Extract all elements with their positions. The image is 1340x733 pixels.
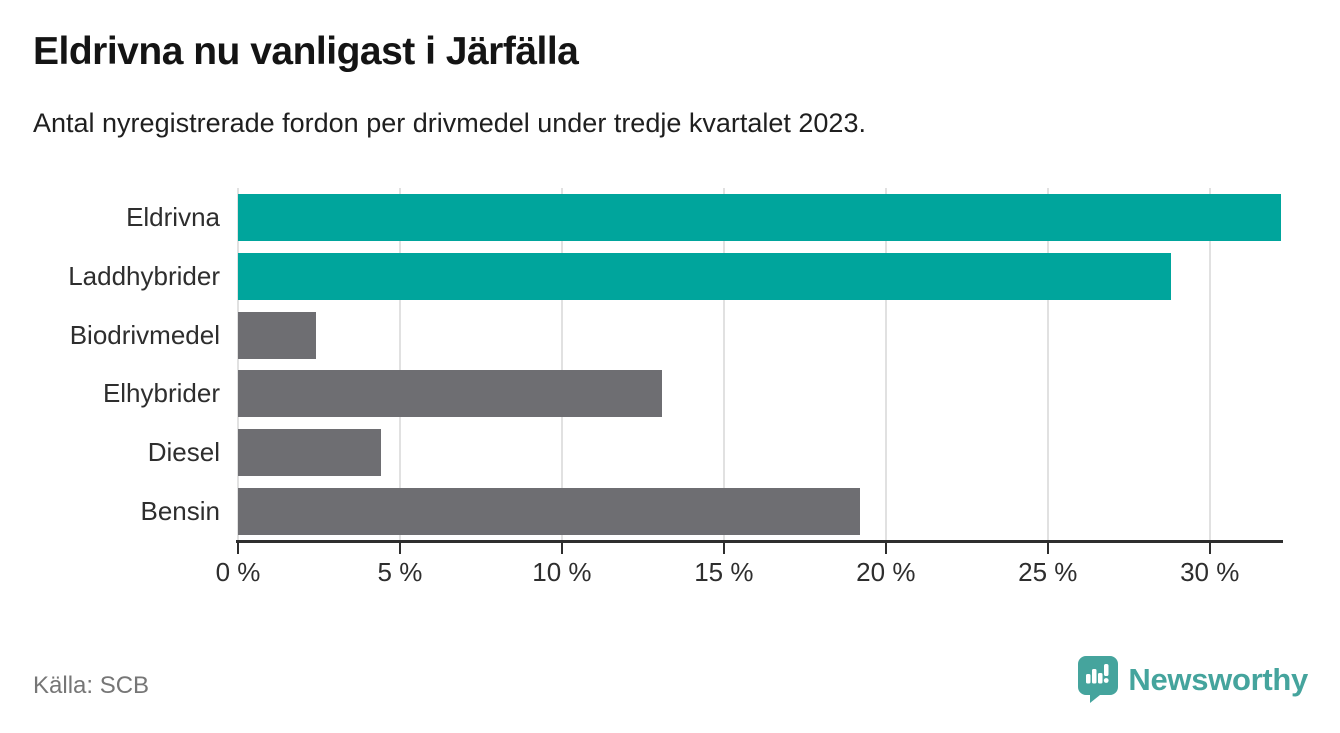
x-axis-line (236, 540, 1283, 543)
x-axis-ticks: 0 % 5 % 10 % 15 % 20 % 25 % 30 % (216, 543, 1281, 587)
x-tick (722, 543, 725, 554)
bar-row (238, 370, 1281, 418)
x-tick-label: 15 % (694, 557, 754, 587)
category-label: Diesel (147, 437, 220, 468)
bar-biodrivmedel (238, 311, 316, 359)
x-tick-label: 20 % (856, 557, 916, 587)
bar-row (238, 252, 1281, 300)
gridline (560, 188, 563, 541)
page-title: Eldrivna nu vanligast i Järfälla (33, 30, 579, 73)
bar-bensin (238, 488, 860, 536)
x-tick (237, 543, 239, 554)
bar-row (238, 311, 1281, 359)
gridline (884, 188, 887, 541)
category-label: Biodrivmedel (69, 319, 220, 350)
x-tick-label: 10 % (532, 557, 592, 587)
x-tick-label: 30 % (1180, 557, 1240, 587)
bar-elhybrider (238, 370, 663, 418)
bar-diesel (238, 429, 381, 477)
brand-name: Newsworthy (1128, 661, 1308, 697)
x-tick (398, 543, 401, 554)
x-tick-label: 5 % (377, 557, 423, 587)
gridline (237, 188, 239, 541)
newsworthy-pin-barchart-icon (1078, 656, 1119, 703)
x-tick-label: 25 % (1018, 557, 1078, 587)
bar-eldrivna (238, 193, 1281, 241)
category-label: Elhybrider (102, 378, 220, 409)
gridline (398, 188, 401, 541)
source-note: Källa: SCB (33, 672, 150, 699)
y-axis-category-labels: Eldrivna Laddhybrider Biodrivmedel Elhybrid… (0, 188, 220, 541)
brand-lockup: Newsworthy (1078, 656, 1308, 703)
plot-area (237, 188, 1281, 541)
bar-row (238, 193, 1281, 241)
category-label: Laddhybrider (68, 260, 220, 291)
x-tick-label: 0 % (215, 557, 261, 587)
chart-subtitle: Antal nyregistrerade fordon per drivmede… (33, 108, 866, 138)
gridline (722, 188, 725, 541)
x-tick (1046, 543, 1049, 554)
category-label: Eldrivna (126, 201, 220, 232)
category-label: Bensin (140, 496, 221, 527)
bar-laddhybrider (238, 252, 1171, 300)
bar-row (238, 429, 1281, 477)
gridline (1046, 188, 1049, 541)
x-tick (560, 543, 563, 554)
x-tick (1208, 543, 1211, 554)
bar-row (238, 488, 1281, 536)
gridline (1208, 188, 1211, 541)
x-tick (884, 543, 887, 554)
